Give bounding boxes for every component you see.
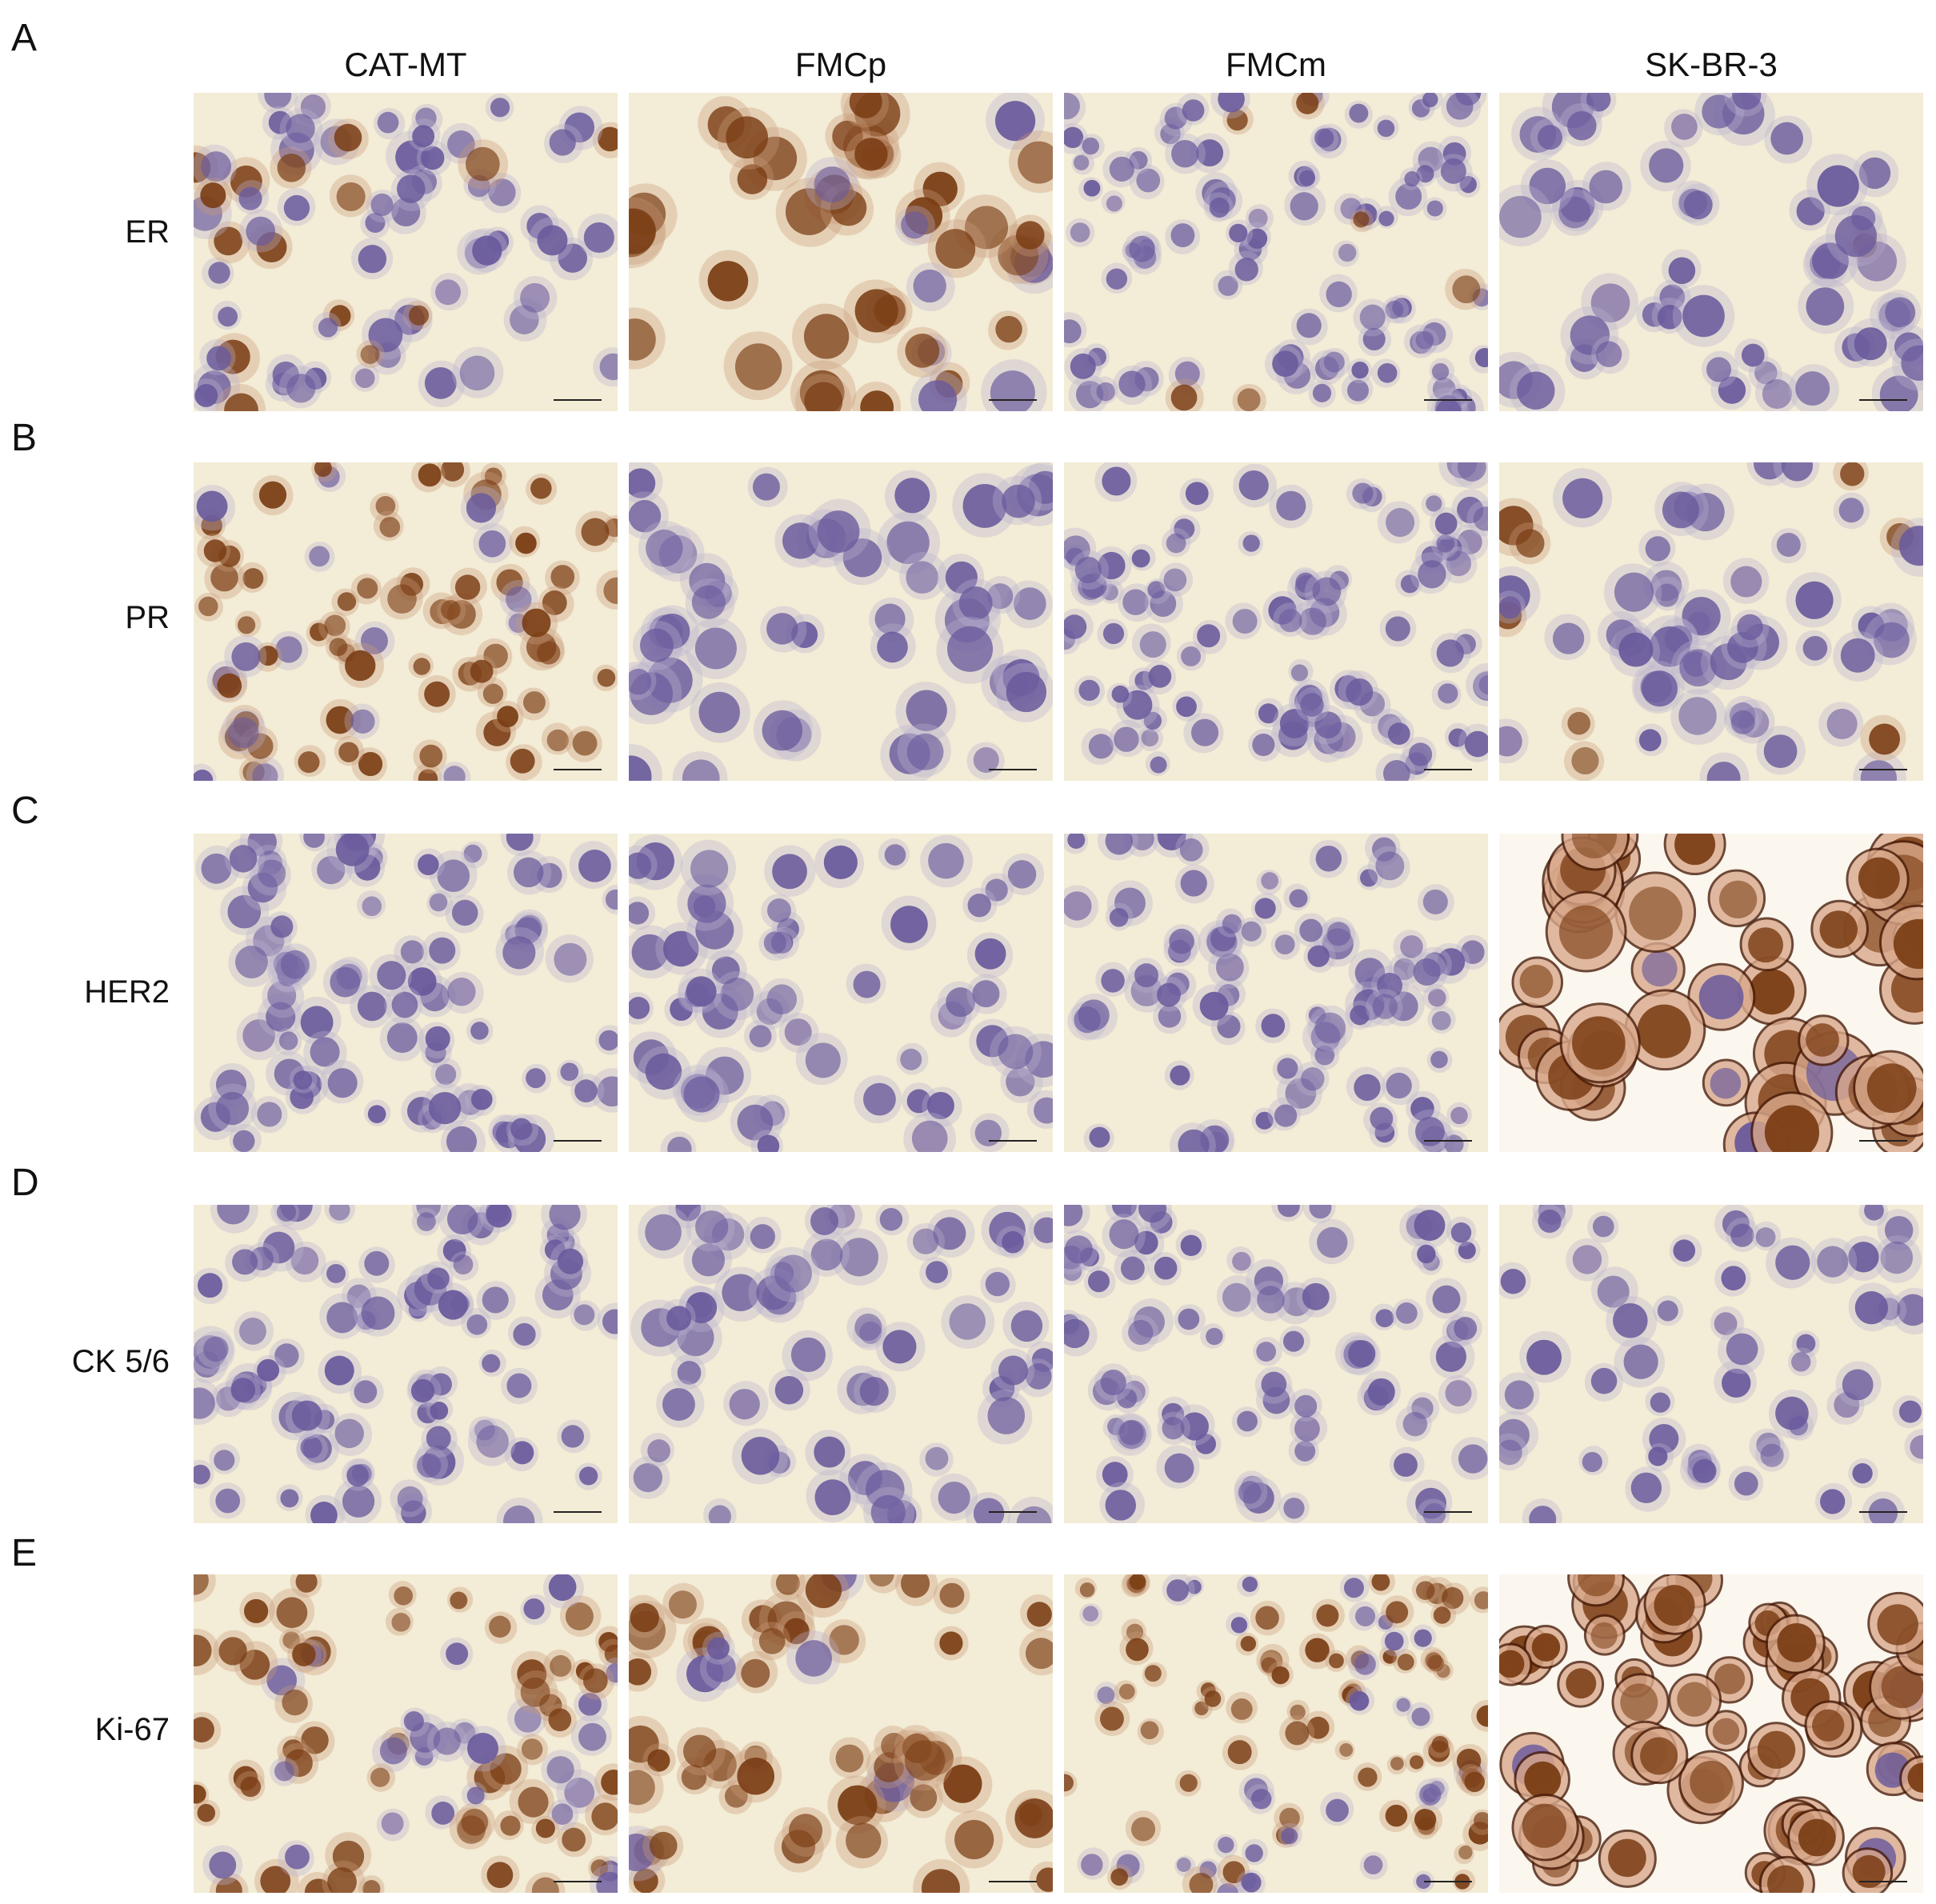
micrograph-her2-fmcp [629, 834, 1053, 1152]
panel-letter-a: A [11, 17, 38, 59]
micrograph-pr-cat-mt [194, 462, 618, 781]
micrograph-her2-cat-mt [194, 834, 618, 1152]
panel-letter-d: D [11, 1162, 39, 1204]
micrograph-her2-sk-br-3 [1499, 834, 1923, 1152]
micrograph-ki67-fmcm [1064, 1574, 1488, 1893]
row-label-pr: PR [125, 600, 170, 635]
panel-letter-c: C [11, 790, 39, 832]
micrograph-ck56-fmcp [629, 1205, 1053, 1523]
micrograph-ki67-cat-mt [194, 1574, 618, 1893]
micrograph-er-sk-br-3 [1499, 93, 1923, 411]
micrograph-pr-sk-br-3 [1499, 462, 1923, 781]
micrograph-ck56-sk-br-3 [1499, 1205, 1923, 1523]
micrograph-pr-fmcp [629, 462, 1053, 781]
micrograph-ki67-fmcp [629, 1574, 1053, 1893]
micrograph-pr-fmcm [1064, 462, 1488, 781]
micrograph-ck56-cat-mt [194, 1205, 618, 1523]
micrograph-her2-fmcm [1064, 834, 1488, 1152]
column-header-cat-mt: CAT-MT [344, 46, 467, 83]
micrograph-er-fmcp [629, 93, 1053, 411]
row-label-her2: HER2 [84, 974, 170, 1010]
column-header-sk-br-3: SK-BR-3 [1645, 46, 1778, 83]
row-label-ck56: CK 5/6 [71, 1344, 170, 1379]
micrograph-ki67-sk-br-3 [1499, 1574, 1923, 1893]
column-header-fmcm: FMCm [1226, 46, 1326, 83]
row-label-er: ER [125, 214, 170, 250]
micrograph-er-fmcm [1064, 93, 1488, 411]
micrograph-ck56-fmcm [1064, 1205, 1488, 1523]
panel-letter-e: E [11, 1532, 38, 1574]
panel-letter-b: B [11, 417, 38, 459]
column-header-fmcp: FMCp [794, 46, 887, 83]
row-label-ki67: Ki-67 [94, 1712, 170, 1747]
micrograph-er-cat-mt [194, 93, 618, 411]
